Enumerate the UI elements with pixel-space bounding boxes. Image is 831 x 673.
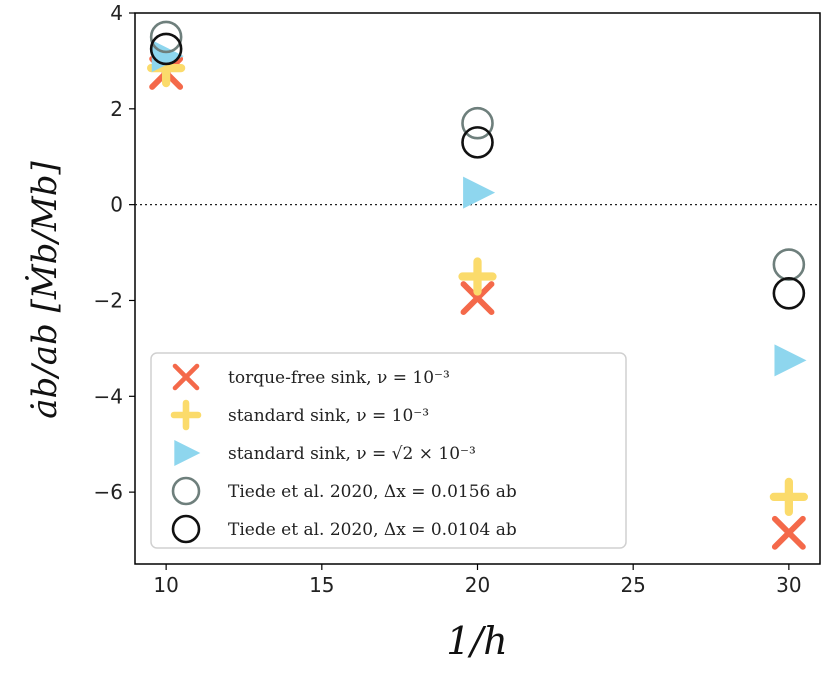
data-point-series3-0 bbox=[149, 20, 183, 54]
data-point-series2-2 bbox=[774, 344, 807, 377]
legend-marker-0 bbox=[172, 363, 200, 391]
x-tick-label: 15 bbox=[309, 573, 334, 597]
y-tick-label: 4 bbox=[110, 1, 123, 25]
x-tick-label: 20 bbox=[465, 573, 490, 597]
legend-marker-3 bbox=[171, 476, 201, 506]
legend-label-1: standard sink, ν = 10⁻³ bbox=[228, 406, 429, 426]
x-tick-label: 30 bbox=[776, 573, 801, 597]
legend-label-2: standard sink, ν = √2 × 10⁻³ bbox=[228, 444, 476, 464]
x-tick-label: 10 bbox=[153, 573, 178, 597]
legend-marker-4 bbox=[171, 514, 201, 544]
legend-label-0: torque-free sink, ν = 10⁻³ bbox=[228, 368, 450, 388]
legend-label-4: Tiede et al. 2020, Δx = 0.0104 ab bbox=[228, 520, 517, 540]
y-tick-label: −2 bbox=[94, 288, 123, 312]
data-point-series1-1 bbox=[458, 257, 497, 296]
x-tick-label: 25 bbox=[620, 573, 645, 597]
data-point-series2-1 bbox=[463, 176, 496, 209]
legend-marker-2 bbox=[174, 440, 201, 466]
data-point-series4-1 bbox=[461, 126, 494, 159]
y-axis-label: ȧb/ab [Ṁb/Mb] bbox=[25, 161, 65, 419]
legend-label-3: Tiede et al. 2020, Δx = 0.0156 ab bbox=[228, 482, 517, 502]
y-tick-label: −4 bbox=[94, 384, 123, 408]
y-tick-label: 0 bbox=[110, 193, 123, 217]
axis-ticks: 10 15 20 25 30 −6 −4 −2 0 2 4 bbox=[94, 1, 802, 597]
data-point-series4-0 bbox=[149, 32, 183, 66]
legend: torque-free sink, ν = 10⁻³ standard sink,… bbox=[150, 352, 627, 549]
data-point-series0-2 bbox=[771, 515, 806, 550]
data-point-series1-2 bbox=[769, 477, 808, 517]
y-tick-label: −6 bbox=[94, 480, 123, 504]
data-markers bbox=[147, 20, 808, 550]
data-point-series4-2 bbox=[772, 276, 806, 310]
y-tick-label: 2 bbox=[110, 97, 123, 121]
data-point-series0-1 bbox=[460, 281, 495, 316]
legend-marker-1 bbox=[170, 399, 202, 431]
data-point-series3-1 bbox=[461, 106, 494, 140]
data-point-series2-0 bbox=[151, 40, 184, 73]
legend-box bbox=[150, 352, 627, 549]
x-axis-label: 1/h bbox=[446, 619, 507, 663]
